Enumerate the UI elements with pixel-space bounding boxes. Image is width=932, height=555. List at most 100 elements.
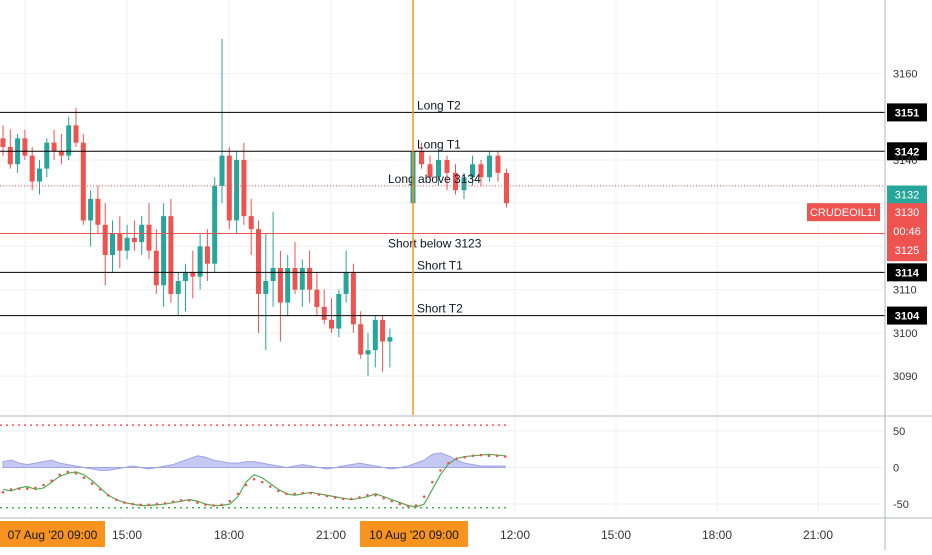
candle-body	[161, 216, 167, 286]
oscillator-tick-label: -50	[893, 499, 909, 511]
candle-body	[292, 268, 298, 290]
time-tick-label: 18:00	[702, 528, 732, 542]
high-marker-badge	[887, 185, 927, 204]
candle-body	[427, 164, 433, 178]
candle-body	[183, 272, 188, 281]
signal-dot	[98, 488, 102, 491]
signal-dot	[503, 455, 507, 458]
candle-body	[495, 155, 501, 173]
signal-dot	[17, 487, 21, 490]
signal-dot	[236, 492, 240, 496]
signal-dot	[220, 503, 223, 507]
rsi-line	[2, 453, 506, 508]
level-badge-text: 3114	[895, 267, 920, 279]
signal-dot	[439, 469, 442, 472]
high-marker-text: 3132	[895, 190, 919, 202]
candle-body	[263, 280, 269, 294]
candle-body	[95, 198, 101, 225]
signal-dot	[309, 491, 313, 495]
candle-body	[321, 306, 327, 320]
candle-body	[436, 159, 441, 178]
level-badge	[887, 142, 927, 161]
candle-body	[380, 319, 386, 342]
candle-body	[234, 159, 240, 221]
signal-dot	[422, 495, 426, 499]
signal-dot	[131, 502, 134, 506]
level-label: Long above 3134	[388, 172, 481, 186]
candle-body	[336, 293, 342, 329]
price-tick-label: 3100	[893, 328, 917, 340]
candle-body	[277, 268, 283, 303]
time-tick-label: 12:00	[500, 528, 530, 542]
candle-body	[37, 168, 42, 182]
session-badge	[0, 521, 105, 547]
candle-body	[124, 237, 130, 251]
signal-dot	[66, 470, 70, 474]
symbol-badge	[807, 203, 880, 222]
signal-dot	[58, 473, 61, 477]
price-tick-label: 3140	[893, 155, 917, 167]
candle-body	[66, 125, 72, 156]
signal-dot	[390, 499, 394, 503]
signal-dot	[479, 453, 483, 457]
candle-body	[7, 146, 13, 165]
level-label: Long T2	[417, 98, 461, 112]
level-badge	[887, 263, 927, 282]
signal-dot	[42, 483, 45, 487]
signal-dot	[398, 502, 402, 506]
signal-dot	[90, 482, 94, 485]
candle-body	[22, 138, 28, 156]
candle-body	[329, 319, 334, 329]
candle-body	[117, 233, 123, 251]
signal-dot	[212, 504, 215, 507]
signal-dot	[325, 494, 329, 498]
signal-dot	[196, 501, 199, 504]
signal-dot	[139, 503, 142, 507]
signal-dot	[471, 454, 475, 458]
signal-dot	[228, 499, 232, 503]
signal-dot	[406, 504, 410, 508]
time-tick-label: 18:00	[214, 528, 244, 542]
signal-dot	[333, 496, 337, 499]
candle-body	[307, 268, 313, 290]
signal-dot	[269, 485, 272, 488]
price-tick-label: 3090	[893, 371, 917, 383]
candle-body	[88, 198, 94, 221]
candle-body	[248, 216, 254, 230]
candle-body	[285, 268, 291, 303]
signal-dot	[317, 493, 321, 496]
signal-dot	[293, 492, 296, 496]
candle-body	[73, 125, 79, 143]
candle-body	[175, 280, 181, 294]
symbol-badge-text: CRUDEOIL1!	[810, 207, 876, 219]
candle-body	[197, 246, 203, 277]
signal-dot	[155, 502, 159, 506]
signal-dot	[301, 491, 305, 495]
candle-body	[365, 350, 371, 355]
level-badge	[887, 103, 927, 122]
candle-body	[453, 172, 458, 191]
signal-dot	[244, 483, 248, 487]
signal-dot	[374, 493, 377, 497]
signal-dot	[487, 454, 491, 458]
candle-body	[358, 324, 364, 355]
signal-dot	[414, 504, 418, 507]
level-label: Short T1	[417, 258, 463, 272]
signal-dot	[9, 488, 13, 491]
signal-dot	[447, 461, 450, 465]
signal-dot	[147, 503, 151, 507]
candle-body	[146, 224, 152, 251]
signal-dot	[188, 499, 191, 502]
candle-body	[444, 159, 450, 173]
candle-body	[504, 172, 509, 204]
candle-body	[256, 229, 261, 294]
signal-dot	[455, 457, 458, 461]
signal-dot	[382, 496, 386, 500]
price-tick-label: 3160	[893, 68, 917, 80]
candle-body	[0, 138, 6, 147]
signal-dot	[431, 480, 434, 484]
signal-dot	[82, 476, 86, 480]
level-badge	[887, 306, 927, 325]
